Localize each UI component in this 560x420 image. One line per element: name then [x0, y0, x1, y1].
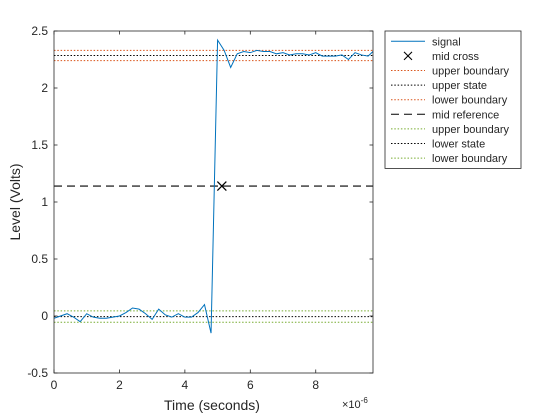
axes: 0 2 4 6 8-0.500.511.522.5 [27, 24, 374, 392]
legend-entry: lower state [391, 139, 485, 151]
x-tick-label: 0 [51, 378, 58, 392]
y-tick-label: 0.5 [31, 252, 48, 266]
mid-cross-marker [216, 181, 227, 191]
legend-entry: lower boundary [391, 95, 508, 107]
legend-entry: mid cross [403, 51, 480, 63]
plot-content [54, 38, 373, 334]
x-tick-label: 4 [182, 378, 189, 392]
y-axis-label: Level (Volts) [7, 163, 23, 240]
legend: signal mid cross upper boundary upper state… [384, 30, 522, 169]
y-tick-label: 2 [41, 81, 48, 95]
legend-swatch-x-b [403, 51, 413, 61]
signal-line [54, 38, 373, 334]
mid-cross-stroke-b [216, 181, 227, 191]
legend-entry: signal [391, 36, 461, 48]
legend-label: lower state [432, 139, 485, 151]
y-tick-label: 0 [41, 309, 48, 323]
x-axis-exponent: ×10-6 [342, 396, 368, 411]
y-tick-label: 1 [41, 195, 48, 209]
legend-entry: mid reference [391, 109, 499, 121]
x-axis-exponent-power: -6 [361, 396, 369, 405]
legend-entry: upper boundary [391, 124, 510, 136]
x-axis-exponent-base: ×10 [342, 399, 361, 411]
legend-label: mid cross [432, 51, 480, 63]
legend-label: lower boundary [432, 95, 508, 107]
x-axis-label: Time (seconds) [164, 397, 260, 413]
legend-label: upper state [432, 80, 487, 92]
legend-entry: upper boundary [391, 66, 510, 78]
y-tick-label: 1.5 [31, 138, 48, 152]
x-tick-label: 6 [247, 378, 254, 392]
x-tick-label: 2 [116, 378, 123, 392]
legend-label: mid reference [432, 109, 499, 121]
legend-label: upper boundary [432, 66, 510, 78]
y-tick-label: 2.5 [31, 24, 48, 38]
legend-label: lower boundary [432, 153, 508, 165]
legend-entry: lower boundary [391, 153, 508, 165]
y-tick-label: -0.5 [27, 366, 48, 380]
plot-area [54, 38, 373, 334]
svg-text:×10-6: ×10-6 [342, 396, 368, 411]
legend-entry: upper state [391, 80, 487, 92]
legend-label: signal [432, 36, 461, 48]
legend-label: upper boundary [432, 124, 510, 136]
x-tick-label: 8 [312, 378, 319, 392]
